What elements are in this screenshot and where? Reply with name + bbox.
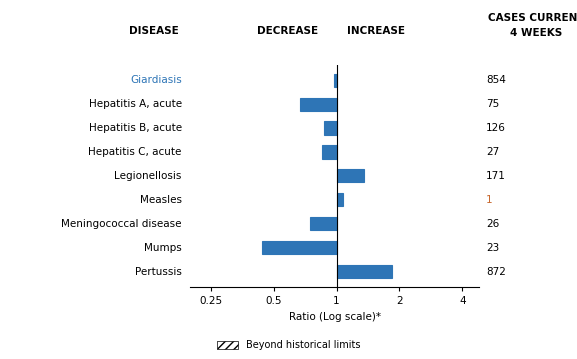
Text: 4 WEEKS: 4 WEEKS — [511, 28, 563, 38]
Text: Meningococcal disease: Meningococcal disease — [61, 219, 182, 229]
Text: 854: 854 — [486, 75, 506, 85]
Legend: Beyond historical limits: Beyond historical limits — [213, 336, 364, 354]
Text: CASES CURRENT: CASES CURRENT — [488, 13, 577, 23]
Bar — [322, 145, 336, 159]
Text: 872: 872 — [486, 267, 506, 277]
X-axis label: Ratio (Log scale)*: Ratio (Log scale)* — [288, 312, 381, 322]
Text: 75: 75 — [486, 99, 500, 109]
Text: Legionellosis: Legionellosis — [114, 171, 182, 181]
Bar — [300, 98, 336, 111]
Text: DISEASE: DISEASE — [129, 26, 179, 36]
Text: 23: 23 — [486, 243, 500, 253]
Text: DECREASE: DECREASE — [257, 26, 317, 36]
Text: Giardiasis: Giardiasis — [130, 75, 182, 85]
Text: Hepatitis B, acute: Hepatitis B, acute — [89, 123, 182, 133]
Text: 27: 27 — [486, 147, 500, 157]
Bar — [336, 265, 392, 278]
Bar — [324, 121, 336, 135]
Bar — [336, 169, 364, 182]
Text: Hepatitis C, acute: Hepatitis C, acute — [88, 147, 182, 157]
Bar — [334, 74, 336, 87]
Bar — [310, 217, 336, 230]
Bar — [336, 193, 343, 206]
Bar — [262, 241, 336, 254]
Text: Pertussis: Pertussis — [135, 267, 182, 277]
Text: INCREASE: INCREASE — [347, 26, 405, 36]
Text: 26: 26 — [486, 219, 500, 229]
Text: Hepatitis A, acute: Hepatitis A, acute — [89, 99, 182, 109]
Text: 126: 126 — [486, 123, 506, 133]
Text: Measles: Measles — [140, 195, 182, 205]
Text: Mumps: Mumps — [144, 243, 182, 253]
Text: 171: 171 — [486, 171, 506, 181]
Text: 1: 1 — [486, 195, 493, 205]
